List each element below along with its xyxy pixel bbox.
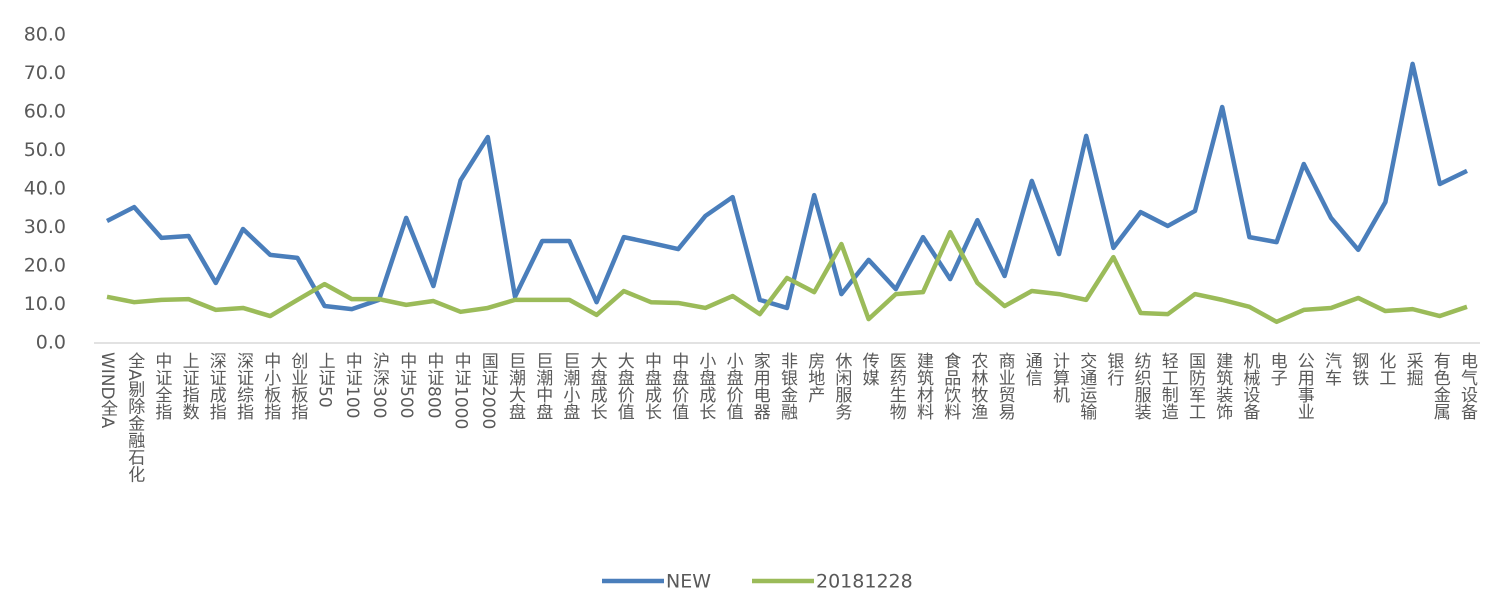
x-tick-label: 采掘 xyxy=(1403,352,1424,387)
x-tick-label: 非银金融 xyxy=(777,352,798,421)
x-tick-label: 创业板指 xyxy=(287,352,308,421)
x-tick-label: 中证全指 xyxy=(151,352,172,421)
x-tick-label: 中小板指 xyxy=(260,352,281,421)
x-tick-label: 有色金属 xyxy=(1430,352,1451,420)
x-tick-label: 国证2000 xyxy=(478,352,499,429)
x-tick-label: 中证100 xyxy=(342,352,363,418)
x-tick-label: 汽车 xyxy=(1321,352,1342,386)
x-tick-label: 巨潮大盘 xyxy=(505,352,526,420)
x-tick-label: 纺织服装 xyxy=(1131,352,1152,420)
x-tick-label: 大盘价值 xyxy=(614,352,635,420)
x-tick-label: 上证50 xyxy=(315,352,336,408)
y-tick-label: 80.0 xyxy=(24,24,66,46)
y-tick-label: 70.0 xyxy=(24,62,66,84)
series-line xyxy=(106,229,1468,325)
x-tick-label: 国防军工 xyxy=(1185,352,1206,420)
x-tick-label: 钢铁 xyxy=(1348,352,1369,386)
x-tick-label: 建筑装饰 xyxy=(1212,352,1233,420)
x-tick-label: 轻工制造 xyxy=(1158,352,1179,420)
legend-label: NEW xyxy=(666,571,711,593)
x-tick-label: 建筑材料 xyxy=(913,352,934,420)
y-tick-label: 40.0 xyxy=(24,178,66,200)
y-tick-label: 20.0 xyxy=(24,255,66,277)
x-tick-label: 中证1000 xyxy=(451,352,472,429)
x-tick-label: 休闲服务 xyxy=(831,352,852,420)
x-tick-label: 中证800 xyxy=(423,352,444,418)
y-tick-label: 60.0 xyxy=(24,101,66,123)
x-tick-label: 交通运输 xyxy=(1076,352,1097,421)
x-tick-label: 巨潮小盘 xyxy=(559,352,580,420)
x-tick-label: 深证综指 xyxy=(233,352,254,421)
x-tick-label: 机械设备 xyxy=(1239,352,1260,420)
x-tick-label: 房地产 xyxy=(804,352,825,403)
legend-label: 20181228 xyxy=(816,571,913,593)
x-tick-label: 通信 xyxy=(1022,352,1043,386)
x-tick-label: 中盘价值 xyxy=(668,352,689,420)
x-tick-label: 巨潮中盘 xyxy=(532,352,553,420)
x-tick-label: 深证成指 xyxy=(206,352,227,421)
x-tick-label: 食品饮料 xyxy=(940,352,961,420)
y-tick-label: 0.0 xyxy=(36,332,66,354)
x-tick-label: 上证指数 xyxy=(179,352,200,420)
x-tick-label: 中盘成长 xyxy=(641,352,662,420)
x-tick-label: 小盘价值 xyxy=(723,352,744,420)
x-tick-label: WIND全A xyxy=(97,352,118,429)
x-tick-label: 商业贸易 xyxy=(995,352,1016,421)
x-tick-label: 计算机 xyxy=(1049,352,1070,403)
x-tick-label: 小盘成长 xyxy=(695,352,716,420)
series-line xyxy=(105,61,1468,312)
x-tick-label: 大盘成长 xyxy=(587,352,608,420)
x-tick-label: 沪深300 xyxy=(369,352,390,418)
x-tick-label: 中证500 xyxy=(396,352,417,418)
y-tick-label: 10.0 xyxy=(24,293,66,315)
x-tick-label: 传媒 xyxy=(859,352,880,386)
x-tick-label: 化工 xyxy=(1375,352,1396,386)
x-tick-label: 电子 xyxy=(1267,352,1288,386)
x-tick-label: 电气设备 xyxy=(1457,352,1478,420)
y-tick-label: 30.0 xyxy=(24,216,66,238)
x-tick-label: 家用电器 xyxy=(750,352,771,420)
x-tick-label: 医药生物 xyxy=(886,352,907,420)
x-tick-label: 全A剔除金融石化 xyxy=(124,352,145,483)
x-tick-label: 农林牧渔 xyxy=(967,352,988,420)
y-tick-label: 50.0 xyxy=(24,139,66,161)
x-tick-label: 银行 xyxy=(1103,352,1124,387)
x-tick-label: 公用事业 xyxy=(1294,352,1315,420)
